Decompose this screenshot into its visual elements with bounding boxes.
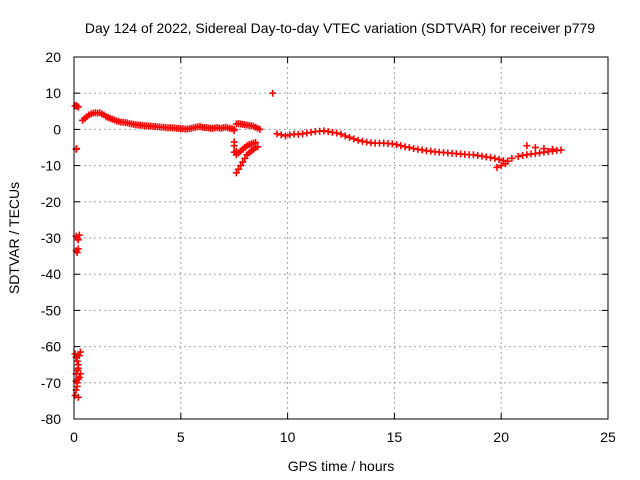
- data-point: [495, 155, 503, 163]
- data-point: [237, 162, 245, 170]
- data-point: [405, 144, 413, 151]
- data-point: [281, 132, 289, 140]
- data-point: [493, 163, 501, 171]
- data-point: [514, 153, 522, 161]
- y-tick-label: 10: [45, 85, 61, 101]
- data-point: [397, 142, 405, 150]
- x-tick-label: 20: [493, 429, 509, 445]
- data-point: [341, 132, 349, 140]
- data-point: [508, 154, 516, 162]
- data-point: [230, 148, 238, 156]
- y-tick-label: -80: [41, 411, 61, 427]
- y-tick-label: -10: [41, 158, 61, 174]
- grid-lines: [74, 57, 608, 419]
- data-point: [254, 143, 262, 151]
- data-point: [74, 103, 82, 111]
- plot-frame: [73, 56, 609, 420]
- y-tick-label: 20: [45, 49, 61, 65]
- data-point: [74, 236, 82, 244]
- data-point: [337, 130, 345, 138]
- data-point: [273, 130, 281, 138]
- data-point: [230, 138, 238, 146]
- data-point: [234, 165, 242, 173]
- chart-title: Day 124 of 2022, Sidereal Day-to-day VTE…: [85, 20, 595, 36]
- data-point: [73, 382, 81, 390]
- y-tick-label: -50: [41, 302, 61, 318]
- data-point: [74, 393, 82, 401]
- data-point: [531, 144, 539, 151]
- data-point: [76, 348, 84, 356]
- data-point: [491, 154, 499, 162]
- x-axis: 0 5 10 15 20 25: [70, 57, 616, 445]
- data-point: [241, 154, 249, 162]
- data-point: [239, 158, 247, 166]
- data-point: [501, 160, 509, 168]
- y-tick-label: -20: [41, 194, 61, 210]
- data-point: [256, 125, 264, 133]
- data-point: [548, 145, 556, 153]
- y-tick-label: -60: [41, 339, 61, 355]
- data-point: [75, 373, 83, 381]
- data-point: [557, 146, 565, 154]
- data-points: [71, 89, 565, 401]
- data-point: [230, 126, 238, 134]
- y-tick-label: -40: [41, 266, 61, 282]
- x-axis-label: GPS time / hours: [288, 458, 395, 474]
- data-point: [75, 352, 83, 360]
- y-tick-label: 0: [53, 121, 61, 137]
- x-tick-label: 25: [600, 429, 616, 445]
- x-tick-label: 5: [177, 429, 185, 445]
- data-point: [523, 142, 531, 150]
- data-point: [71, 350, 79, 358]
- data-point: [232, 169, 240, 177]
- data-point: [73, 357, 81, 365]
- data-point: [354, 136, 362, 144]
- data-point: [497, 162, 505, 170]
- x-tick-label: 0: [70, 429, 78, 445]
- y-tick-label: -30: [41, 230, 61, 246]
- data-point: [393, 141, 401, 149]
- data-point: [252, 138, 260, 146]
- x-tick-label: 10: [280, 429, 296, 445]
- data-point: [277, 131, 285, 139]
- x-tick-label: 15: [387, 429, 403, 445]
- data-point: [75, 231, 83, 239]
- data-point: [346, 133, 354, 141]
- data-point: [540, 145, 548, 153]
- data-point: [73, 366, 81, 374]
- data-point: [350, 135, 358, 143]
- data-point: [76, 370, 84, 378]
- y-tick-label: -70: [41, 375, 61, 391]
- data-point: [333, 129, 341, 137]
- data-point: [73, 248, 81, 256]
- data-point: [269, 89, 277, 97]
- y-axis-label: SDTVAR / TECUs: [6, 182, 22, 294]
